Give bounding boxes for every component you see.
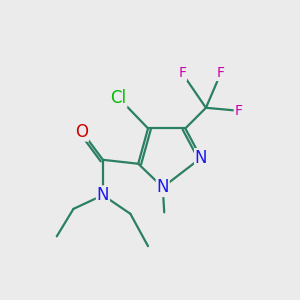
Text: Cl: Cl bbox=[110, 89, 127, 107]
Text: N: N bbox=[157, 178, 169, 196]
Text: F: F bbox=[234, 104, 242, 118]
Text: N: N bbox=[97, 186, 109, 204]
Text: N: N bbox=[195, 149, 207, 167]
Text: F: F bbox=[217, 66, 225, 80]
Text: F: F bbox=[178, 66, 186, 80]
Text: O: O bbox=[75, 123, 88, 141]
